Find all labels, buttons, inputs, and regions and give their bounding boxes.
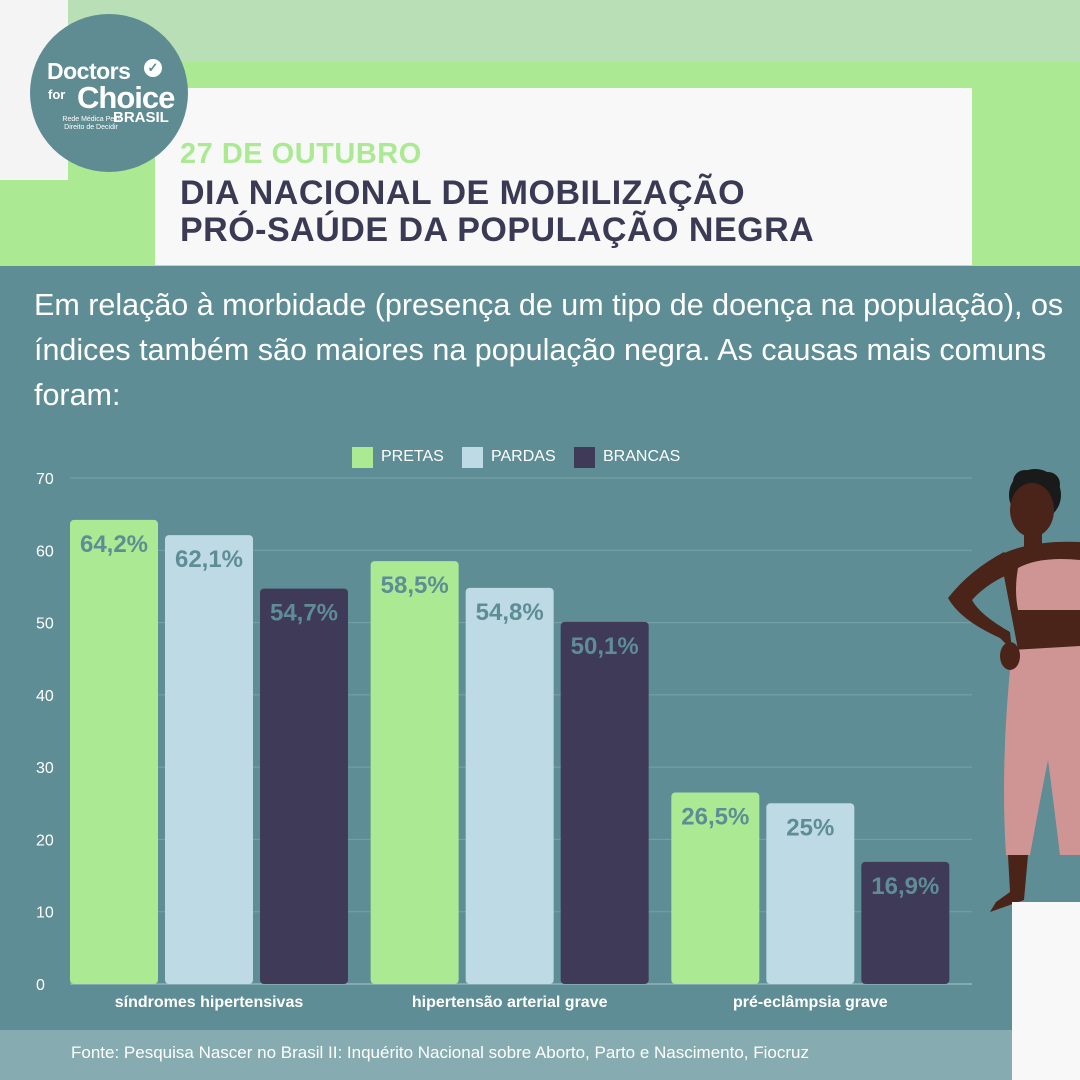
data-label: 54,8% [476, 599, 544, 626]
legend-item-pardas: PARDAS [462, 446, 556, 468]
bar-brancas [260, 588, 348, 984]
y-tick-label: 0 [36, 977, 45, 994]
title-box [155, 88, 972, 265]
bar-pardas [165, 535, 253, 984]
corner-decoration-bottom [1012, 902, 1080, 1080]
logo-text-doctors: Doctors [47, 58, 131, 84]
logo-text-choice: Choice [77, 80, 175, 115]
legend-item-brancas: BRANCAS [574, 446, 680, 468]
bar-brancas [861, 861, 950, 984]
bar-brancas [560, 621, 649, 984]
y-tick-label: 60 [36, 543, 54, 560]
bar-pretas [370, 561, 459, 984]
logo: Doctors ✓ for Choice BRASIL Rede Médica … [30, 14, 188, 172]
top-band [68, 0, 1080, 62]
y-tick-label: 30 [36, 760, 54, 777]
legend-swatch-pardas [462, 446, 483, 468]
data-label: 16,9% [871, 873, 939, 900]
y-tick-label: 70 [36, 471, 54, 488]
bar-pretas [671, 792, 760, 984]
data-label: 54,7% [270, 600, 338, 627]
bar-chart: 0 10 20 30 40 50 60 70 64,2% 62,1% 54,7% síndromes … [36, 471, 972, 1011]
data-label: 64,2% [80, 531, 148, 558]
legend-item-pretas: PRETAS [352, 446, 444, 468]
data-label: 26,5% [681, 803, 749, 830]
logo-text-brasil: BRASIL [113, 109, 169, 126]
page-title-line2: PRÓ-SAÚDE DA POPULAÇÃO NEGRA [180, 211, 815, 249]
event-date: 27 DE OUTUBRO [180, 138, 422, 170]
footer-bar [0, 1030, 1012, 1080]
legend-label-pretas: PRETAS [381, 448, 444, 465]
data-label: 58,5% [381, 572, 449, 599]
x-tick-label: hipertensão arterial grave [412, 994, 608, 1011]
intro-text: Em relação à morbidade (presença de um t… [34, 288, 1064, 412]
legend-label-pardas: PARDAS [491, 448, 556, 465]
y-tick-label: 50 [36, 616, 54, 633]
data-label: 62,1% [175, 546, 243, 573]
y-tick-label: 40 [36, 688, 54, 705]
y-tick-label: 20 [36, 832, 54, 849]
woman-illustration-icon [948, 469, 1080, 912]
check-circle-icon: ✓ [144, 59, 162, 77]
legend-swatch-pretas [352, 446, 373, 468]
logo-tagline: Rede Médica Pelo Direito de Decidir [62, 116, 120, 131]
bar-pretas [70, 519, 158, 984]
bar-pardas [465, 587, 554, 984]
bar-pardas [766, 803, 855, 984]
data-label: 50,1% [571, 633, 639, 660]
legend-swatch-brancas [574, 446, 595, 468]
logo-text-for: for [48, 87, 66, 102]
legend-label-brancas: BRANCAS [603, 448, 681, 465]
x-tick-label: pré-eclâmpsia grave [733, 994, 888, 1011]
x-tick-label: síndromes hipertensivas [115, 994, 304, 1011]
source-note: Fonte: Pesquisa Nascer no Brasil II: Inq… [71, 1043, 809, 1062]
page-title-line1: DIA NACIONAL DE MOBILIZAÇÃO [180, 174, 746, 212]
y-tick-label: 10 [36, 905, 54, 922]
data-label: 25% [786, 814, 834, 841]
